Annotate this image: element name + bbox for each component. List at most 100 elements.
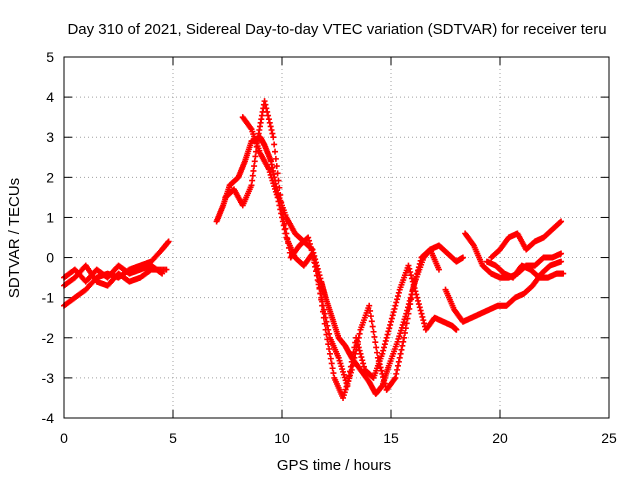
y-tick-label: -1 <box>42 290 55 306</box>
data-point <box>384 331 391 338</box>
data-point <box>435 266 442 273</box>
data-point <box>165 238 172 245</box>
data-point <box>408 275 415 282</box>
data-point <box>341 374 348 381</box>
data-point <box>388 315 395 322</box>
data-point <box>319 302 326 309</box>
x-axis-label: GPS time / hours <box>277 457 391 474</box>
data-point <box>415 297 422 304</box>
data-point <box>325 326 332 333</box>
data-point <box>560 270 567 277</box>
data-point <box>381 377 388 384</box>
data-point <box>268 127 275 134</box>
data-point <box>323 318 330 325</box>
y-tick-label: -4 <box>42 410 55 426</box>
data-point <box>401 329 408 336</box>
data-point <box>344 382 351 389</box>
data-point <box>360 363 367 370</box>
plot-frame <box>63 56 610 419</box>
x-tick-label: 0 <box>60 430 68 446</box>
data-point <box>271 141 278 148</box>
data-point <box>394 293 401 300</box>
data-point <box>350 349 357 356</box>
data-point <box>340 392 347 399</box>
data-point <box>394 296 401 303</box>
data-point <box>356 330 363 337</box>
data-point <box>345 378 352 385</box>
data-point <box>558 258 565 265</box>
data-point <box>320 306 327 313</box>
data-point <box>557 219 564 226</box>
data-point <box>306 237 313 244</box>
data-point <box>453 326 460 333</box>
data-point <box>388 318 394 325</box>
data-point <box>399 321 406 328</box>
data-point <box>341 389 348 396</box>
y-tick-label: 4 <box>46 89 54 105</box>
data-point <box>267 123 274 130</box>
data-point <box>360 360 367 367</box>
y-tick-label: -3 <box>42 370 55 386</box>
data-point <box>401 316 408 323</box>
data-point <box>391 305 398 312</box>
data-point <box>421 320 428 327</box>
y-tick-label: 3 <box>46 129 54 145</box>
data-point <box>270 180 277 187</box>
data-point <box>367 307 374 314</box>
data-point <box>414 270 421 277</box>
data-point <box>379 370 386 377</box>
data-point <box>413 273 420 280</box>
data-point <box>404 315 411 322</box>
data-point <box>419 313 426 320</box>
data-point <box>369 323 376 330</box>
data-point <box>311 259 318 266</box>
data-point <box>415 264 422 271</box>
data-point <box>387 321 394 328</box>
x-tick-label: 5 <box>169 430 177 446</box>
data-point <box>381 344 388 351</box>
data-point <box>276 184 283 191</box>
x-tick-label: 10 <box>274 430 290 446</box>
data-point <box>272 185 279 192</box>
data-point <box>272 148 279 155</box>
data-point <box>305 234 312 241</box>
data-point <box>340 394 347 401</box>
y-tick-label: 0 <box>46 250 54 266</box>
data-point <box>366 302 373 309</box>
data-point <box>340 368 347 375</box>
data-point <box>416 304 423 311</box>
data-point <box>340 371 347 378</box>
data-point <box>328 360 335 367</box>
data-point <box>380 347 387 354</box>
data-point <box>353 337 360 344</box>
data-point <box>264 108 271 115</box>
data-point <box>407 268 414 275</box>
data-point <box>420 317 427 324</box>
data-point <box>335 354 342 361</box>
data-point <box>392 374 399 381</box>
data-point <box>273 163 280 170</box>
data-point <box>267 171 274 178</box>
data-point <box>558 218 565 225</box>
data-point <box>306 240 313 247</box>
data-point <box>417 307 424 314</box>
data-point <box>358 354 365 361</box>
data-point <box>368 318 375 325</box>
data-point <box>326 346 333 353</box>
grid <box>64 57 609 418</box>
data-point <box>415 301 422 308</box>
data-point <box>355 344 362 351</box>
data-point <box>407 301 414 308</box>
data-point <box>310 254 317 261</box>
data-point <box>405 310 412 317</box>
data-point <box>263 105 270 112</box>
data-point <box>316 285 323 292</box>
data-point <box>327 355 334 362</box>
data-point <box>396 354 403 361</box>
data-point <box>417 257 424 264</box>
data-point <box>342 386 349 393</box>
data-point <box>272 188 279 195</box>
data-point <box>336 357 343 364</box>
y-tick-label: 1 <box>46 209 54 225</box>
